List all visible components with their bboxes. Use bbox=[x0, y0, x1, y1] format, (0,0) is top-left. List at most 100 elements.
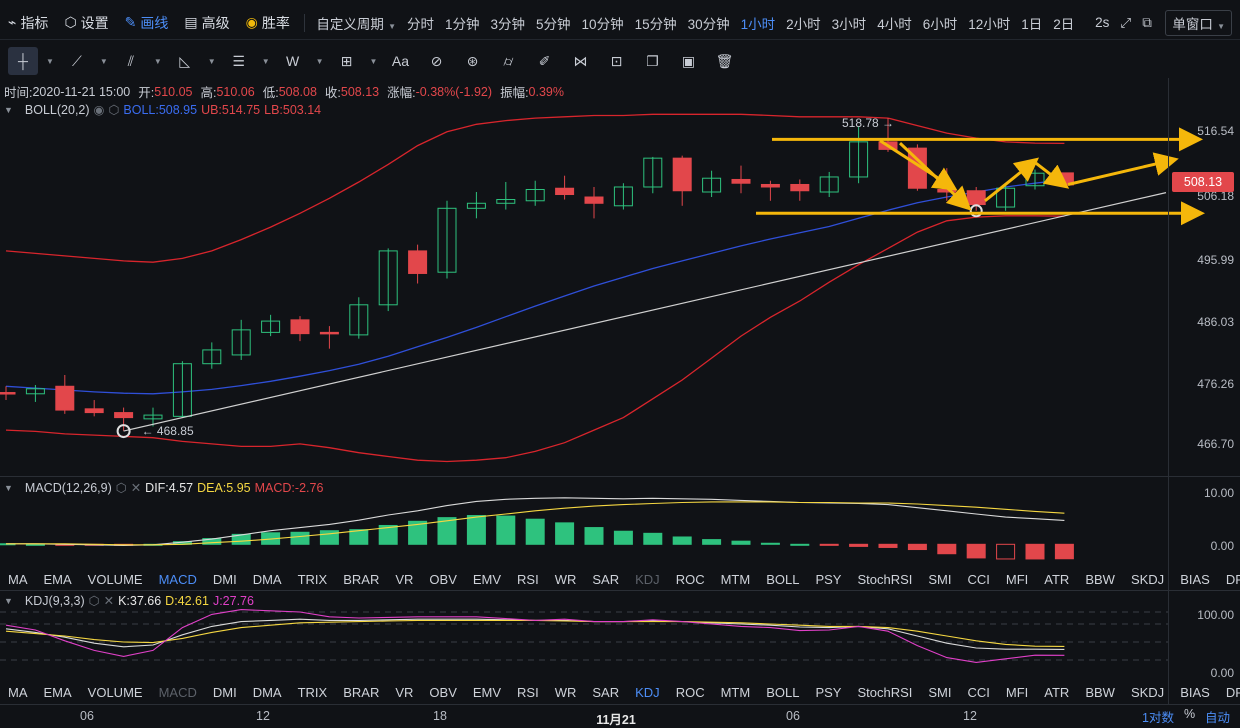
indicator-tab-brar[interactable]: BRAR bbox=[343, 684, 380, 700]
indicator-tab-cci[interactable]: CCI bbox=[967, 684, 990, 700]
chevron-down-icon[interactable]: ▼ bbox=[261, 56, 270, 66]
indicator-tab-rsi[interactable]: RSI bbox=[517, 571, 539, 587]
indicator-tab-mfi[interactable]: MFI bbox=[1005, 571, 1029, 587]
indicator-tab-vr[interactable]: VR bbox=[395, 571, 414, 587]
indicator-tab-vr[interactable]: VR bbox=[395, 684, 414, 700]
period-3[interactable]: 5分钟 bbox=[536, 16, 571, 32]
indicator-tab-dpo[interactable]: DPO bbox=[1225, 571, 1240, 587]
period-14[interactable]: 2日 bbox=[1053, 16, 1075, 32]
period-11[interactable]: 6小时 bbox=[922, 16, 958, 32]
time-axis[interactable]: 06 12 18 11月21 06 12 bbox=[0, 704, 1240, 728]
gear-icon[interactable]: ⬡ bbox=[115, 481, 127, 495]
percent-toggle[interactable]: % bbox=[1184, 707, 1196, 721]
indicator-tab-macd[interactable]: MACD bbox=[158, 571, 197, 587]
indicator-tab-bias[interactable]: BIAS bbox=[1180, 571, 1210, 587]
wave-tool-icon[interactable]: W bbox=[286, 53, 300, 69]
indicator-tab-emv[interactable]: EMV bbox=[472, 684, 502, 700]
period-0[interactable]: 分时 bbox=[407, 16, 434, 32]
eye-icon[interactable]: ◉ bbox=[93, 103, 105, 117]
indicator-tab-obv[interactable]: OBV bbox=[429, 684, 457, 700]
trash-icon[interactable]: 🗑 bbox=[715, 52, 734, 69]
indicator-tab-rsi[interactable]: RSI bbox=[517, 684, 539, 700]
indicator-tab-macd[interactable]: MACD bbox=[158, 684, 197, 700]
indicator-tab-brar[interactable]: BRAR bbox=[343, 571, 380, 587]
indicator-tab-dmi[interactable]: DMI bbox=[212, 684, 237, 700]
indicator-tab-trix[interactable]: TRIX bbox=[297, 571, 328, 587]
fullscreen-icon[interactable]: ⤢ bbox=[1120, 14, 1132, 30]
refresh-interval[interactable]: 2s bbox=[1095, 15, 1110, 30]
indicator-tab-smi[interactable]: SMI bbox=[928, 571, 952, 587]
ruler-icon[interactable]: ⌭ bbox=[503, 52, 514, 69]
indicator-tab-kdj[interactable]: KDJ bbox=[635, 684, 660, 700]
collapse-icon[interactable]: ▼ bbox=[4, 482, 13, 493]
collapse-icon[interactable]: ▼ bbox=[4, 104, 13, 115]
text-tool-icon[interactable]: Aa bbox=[391, 53, 410, 69]
window-mode-dropdown[interactable]: 单窗口 ▼ bbox=[1165, 9, 1232, 36]
indicator-tab-bbw[interactable]: BBW bbox=[1085, 684, 1115, 700]
period-5[interactable]: 15分钟 bbox=[634, 16, 677, 32]
settings-button[interactable]: ⬡ 设置 bbox=[56, 13, 116, 33]
period-8[interactable]: 2小时 bbox=[786, 16, 821, 32]
indicators-button[interactable]: ⌁ 指标 bbox=[0, 13, 56, 33]
indicator-tab-roc[interactable]: ROC bbox=[675, 684, 705, 700]
indicator-tab-ema[interactable]: EMA bbox=[43, 684, 72, 700]
period-12[interactable]: 12小时 bbox=[968, 16, 1011, 32]
period-2[interactable]: 3分钟 bbox=[490, 16, 526, 32]
gear-icon[interactable]: ⬡ bbox=[108, 103, 120, 117]
close-icon[interactable]: ✕ bbox=[130, 481, 142, 495]
period-10[interactable]: 4小时 bbox=[877, 16, 912, 32]
measure-tool-icon[interactable]: ⊞ bbox=[340, 52, 353, 69]
indicator-tab-dpo[interactable]: DPO bbox=[1225, 684, 1240, 700]
indicator-tab-skdj[interactable]: SKDJ bbox=[1130, 571, 1165, 587]
indicator-tab-bias[interactable]: BIAS bbox=[1180, 684, 1210, 700]
parallel-channel-tool-icon[interactable]: ⫽ bbox=[127, 52, 134, 69]
indicator-tab-emv[interactable]: EMV bbox=[472, 571, 502, 587]
indicator-tab-volume[interactable]: VOLUME bbox=[87, 571, 143, 587]
indicator-tab-mtm[interactable]: MTM bbox=[720, 684, 751, 700]
popout-icon[interactable]: ⧉ bbox=[1142, 14, 1152, 30]
copy-icon[interactable]: ❐ bbox=[646, 52, 659, 69]
close-icon[interactable]: ✕ bbox=[103, 594, 115, 608]
indicator-tab-ma[interactable]: MA bbox=[8, 684, 28, 700]
indicator-tab-dmi[interactable]: DMI bbox=[212, 571, 237, 587]
indicator-tab-volume[interactable]: VOLUME bbox=[87, 684, 143, 700]
indicator-tab-mfi[interactable]: MFI bbox=[1005, 684, 1029, 700]
advanced-button[interactable]: ▤ 高级 bbox=[176, 13, 237, 33]
indicator-tab-mtm[interactable]: MTM bbox=[720, 571, 751, 587]
brush-icon[interactable]: ✐ bbox=[538, 52, 551, 69]
period-7[interactable]: 1小时 bbox=[740, 16, 776, 32]
chevron-down-icon[interactable]: ▼ bbox=[369, 56, 378, 66]
period-9[interactable]: 3小时 bbox=[831, 16, 867, 32]
chevron-down-icon[interactable]: ▼ bbox=[315, 56, 324, 66]
winrate-button[interactable]: ◉ 胜率 bbox=[238, 13, 298, 33]
eye-icon[interactable]: ⊛ bbox=[466, 52, 479, 69]
auto-toggle[interactable]: 自动 bbox=[1205, 711, 1231, 725]
chevron-down-icon[interactable]: ▼ bbox=[153, 56, 162, 66]
fib-tool-icon[interactable]: ☰ bbox=[232, 52, 245, 69]
indicator-tab-sar[interactable]: SAR bbox=[592, 571, 620, 587]
crosshair-tool-icon[interactable]: ┼ bbox=[8, 47, 38, 75]
angle-tool-icon[interactable]: ◺ bbox=[179, 52, 191, 69]
log-toggle[interactable]: 1对数 bbox=[1142, 711, 1174, 725]
indicator-tab-atr[interactable]: ATR bbox=[1044, 684, 1070, 700]
draw-button[interactable]: ✎ 画线 bbox=[117, 13, 177, 33]
indicator-tab-cci[interactable]: CCI bbox=[967, 571, 990, 587]
lock-icon[interactable]: ⊡ bbox=[610, 52, 623, 69]
indicator-tab-trix[interactable]: TRIX bbox=[297, 684, 328, 700]
template-icon[interactable]: ▣ bbox=[681, 52, 696, 69]
indicator-tab-ma[interactable]: MA bbox=[8, 571, 28, 587]
panel-divider[interactable] bbox=[0, 476, 1240, 477]
indicator-tab-psy[interactable]: PSY bbox=[815, 571, 842, 587]
indicator-tab-stochrsi[interactable]: StochRSI bbox=[857, 571, 913, 587]
indicator-tab-wr[interactable]: WR bbox=[554, 571, 577, 587]
indicator-tab-smi[interactable]: SMI bbox=[928, 684, 952, 700]
chevron-down-icon[interactable]: ▼ bbox=[99, 56, 108, 66]
indicator-tab-dma[interactable]: DMA bbox=[252, 684, 282, 700]
indicator-tab-roc[interactable]: ROC bbox=[675, 571, 705, 587]
indicator-tab-wr[interactable]: WR bbox=[554, 684, 577, 700]
indicator-tab-sar[interactable]: SAR bbox=[592, 684, 620, 700]
indicator-tab-atr[interactable]: ATR bbox=[1044, 571, 1070, 587]
indicator-tab-kdj[interactable]: KDJ bbox=[635, 571, 660, 587]
chevron-down-icon[interactable]: ▼ bbox=[46, 56, 54, 66]
indicator-tab-skdj[interactable]: SKDJ bbox=[1130, 684, 1165, 700]
